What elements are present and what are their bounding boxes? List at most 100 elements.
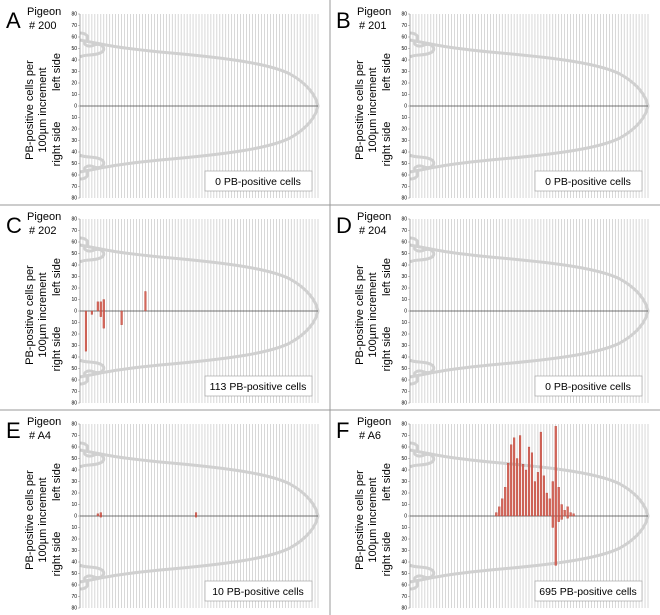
bar — [513, 437, 516, 517]
y-tick-label: 50 — [71, 571, 77, 577]
y-tick-label: 60 — [401, 444, 407, 450]
y-tick-label: 0 — [74, 308, 77, 314]
y-tick-label: 10 — [71, 297, 77, 303]
y-tick-label: 70 — [401, 23, 407, 29]
y-tick-label: 10 — [401, 525, 407, 531]
y-tick-label: 60 — [71, 34, 77, 40]
panel-letter: E — [6, 418, 21, 443]
lower-label: right side — [51, 327, 63, 372]
y-tick-label: 80 — [71, 421, 77, 427]
y-tick-label: 20 — [71, 80, 77, 86]
bar — [99, 512, 102, 517]
bar — [510, 444, 513, 517]
y-axis-label: PB-positive cells per — [24, 60, 36, 160]
y-tick-label: 30 — [401, 274, 407, 280]
bar — [96, 513, 99, 517]
y-tick-label: 70 — [401, 389, 407, 395]
y-tick-label: 30 — [71, 343, 77, 349]
y-tick-label: 50 — [401, 571, 407, 577]
y-axis-label: PB-positive cells per — [24, 265, 36, 365]
annotation: 0 PB-positive cells — [545, 381, 631, 393]
brain-outline — [79, 441, 106, 469]
y-tick-label: 10 — [401, 320, 407, 326]
bar — [554, 426, 557, 517]
annotation-box — [534, 580, 643, 602]
y-tick-label: 60 — [71, 377, 77, 383]
lower-label: right side — [381, 532, 393, 577]
bar — [501, 498, 504, 517]
y-tick-label: 80 — [71, 195, 77, 201]
panel-title: Pigeon — [357, 416, 391, 428]
brain-outline — [79, 358, 106, 386]
bar — [557, 487, 560, 517]
y-tick-label: 40 — [71, 149, 77, 155]
y-tick-label: 70 — [401, 228, 407, 234]
y-tick-label: 80 — [71, 400, 77, 406]
y-tick-label: 30 — [71, 274, 77, 280]
y-axis-label: 100µm increment — [367, 477, 379, 562]
panel: 80 70 60 50 40 30 20 10 0 10 20 30 40 50 60 70 80 E Pigeon… — [6, 416, 320, 611]
y-tick-label: 70 — [71, 184, 77, 190]
y-tick-label: 50 — [401, 46, 407, 52]
y-tick-label: 20 — [401, 536, 407, 542]
y-tick-label: 80 — [401, 195, 407, 201]
panel: 80 70 60 50 40 30 20 10 0 10 20 30 40 50 60 70 80 B Pigeon… — [336, 6, 650, 201]
bar — [524, 469, 528, 517]
bar — [527, 446, 531, 517]
bar — [569, 512, 572, 517]
y-tick-label: 60 — [401, 582, 407, 588]
y-tick-label: 10 — [71, 115, 77, 121]
bar — [566, 515, 569, 519]
bar — [84, 310, 87, 352]
y-tick-label: 40 — [401, 354, 407, 360]
y-tick-label: 40 — [71, 559, 77, 565]
y-tick-label: 80 — [401, 605, 407, 611]
panel-title: Pigeon — [27, 416, 61, 428]
y-tick-label: 40 — [401, 467, 407, 473]
bar — [536, 472, 539, 517]
upper-label: left side — [51, 463, 63, 501]
y-tick-label: 10 — [401, 297, 407, 303]
bar — [563, 510, 566, 517]
y-tick-label: 20 — [401, 331, 407, 337]
bar — [554, 515, 557, 566]
y-tick-label: 80 — [71, 605, 77, 611]
y-tick-label: 40 — [401, 57, 407, 63]
brain-outline — [79, 31, 106, 59]
y-tick-label: 70 — [71, 433, 77, 439]
y-tick-label: 30 — [71, 138, 77, 144]
y-tick-label: 20 — [401, 490, 407, 496]
y-tick-label: 20 — [71, 285, 77, 291]
y-tick-label: 80 — [401, 421, 407, 427]
y-tick-label: 20 — [71, 490, 77, 496]
bar — [551, 481, 554, 517]
y-tick-label: 70 — [71, 594, 77, 600]
y-tick-label: 10 — [401, 502, 407, 508]
y-axis-label: 100µm increment — [37, 272, 49, 357]
panel-letter: C — [6, 213, 22, 238]
panel-subtitle: # A4 — [29, 430, 51, 442]
y-tick-label: 50 — [401, 456, 407, 462]
y-tick-label: 0 — [404, 513, 407, 519]
y-tick-label: 40 — [401, 149, 407, 155]
brain-outline — [409, 31, 436, 59]
bar — [102, 310, 105, 329]
bar — [96, 301, 99, 312]
lower-label: right side — [51, 532, 63, 577]
y-tick-label: 30 — [71, 479, 77, 485]
y-axis-label: PB-positive cells per — [354, 60, 366, 160]
annotation-box — [204, 170, 313, 192]
y-tick-label: 80 — [401, 11, 407, 17]
bar — [545, 492, 548, 517]
bar — [519, 435, 522, 517]
y-tick-label: 30 — [401, 69, 407, 75]
bar — [144, 291, 147, 312]
brain-outline — [409, 441, 436, 469]
upper-label: left side — [51, 258, 63, 296]
y-tick-label: 50 — [401, 366, 407, 372]
brain-outline — [79, 236, 106, 264]
upper-label: left side — [381, 53, 393, 91]
y-tick-label: 30 — [401, 343, 407, 349]
bar — [548, 498, 551, 517]
y-tick-label: 40 — [71, 354, 77, 360]
